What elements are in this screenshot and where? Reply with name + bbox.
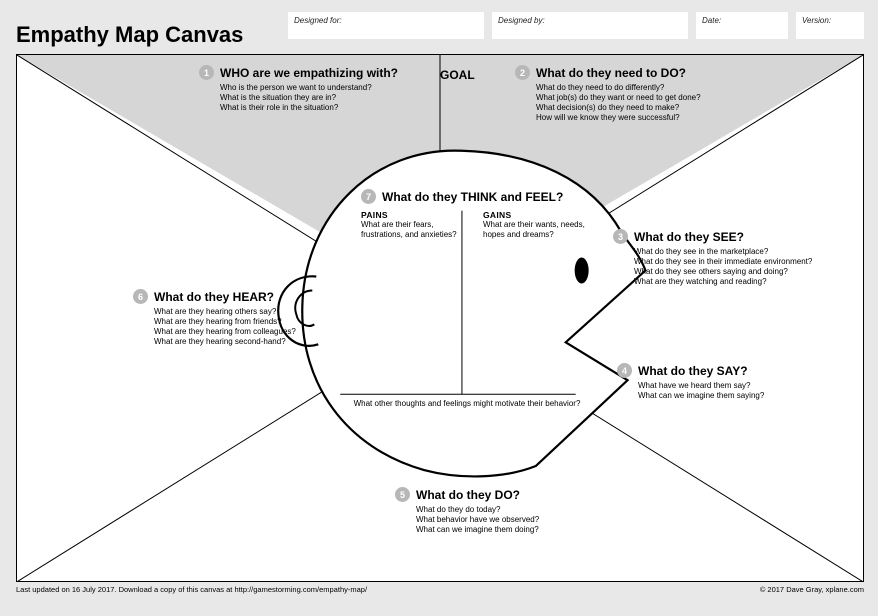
- section-3-see: 3 What do they SEE? What do they see in …: [613, 229, 812, 287]
- pains-label: PAINS: [361, 210, 465, 220]
- gains-col: GAINS What are their wants, needs, hopes…: [483, 210, 587, 240]
- pains-col: PAINS What are their fears, frustrations…: [361, 210, 465, 240]
- page: Empathy Map Canvas Designed for: Designe…: [0, 0, 878, 616]
- gains-label: GAINS: [483, 210, 587, 220]
- footer-right: © 2017 Dave Gray, xplane.com: [760, 585, 864, 594]
- prompts-1: Who is the person we want to understand?…: [220, 83, 398, 113]
- meta-version[interactable]: Version:: [796, 12, 864, 39]
- section-1-who: 1 WHO are we empathizing with? Who is th…: [199, 65, 398, 113]
- canvas-frame: GOAL 1 WHO are we empathizing with? Who …: [16, 54, 864, 582]
- badge-6: 6: [133, 289, 148, 304]
- gains-text: What are their wants, needs, hopes and d…: [483, 220, 587, 240]
- prompts-2: What do they need to do differently? Wha…: [536, 83, 701, 123]
- page-title: Empathy Map Canvas: [16, 22, 243, 48]
- section-6-hear: 6 What do they HEAR? What are they heari…: [133, 289, 296, 347]
- heading-5: What do they DO?: [416, 488, 520, 502]
- prompts-4: What have we heard them say? What can we…: [638, 381, 764, 401]
- section-7-think-feel: 7 What do they THINK and FEEL? PAINS Wha…: [361, 189, 587, 240]
- badge-3: 3: [613, 229, 628, 244]
- heading-4: What do they SAY?: [638, 364, 748, 378]
- heading-7: What do they THINK and FEEL?: [382, 190, 563, 204]
- footer-left: Last updated on 16 July 2017. Download a…: [16, 585, 367, 594]
- heading-1: WHO are we empathizing with?: [220, 66, 398, 80]
- badge-4: 4: [617, 363, 632, 378]
- meta-designed-by[interactable]: Designed by:: [492, 12, 688, 39]
- badge-7: 7: [361, 189, 376, 204]
- meta-date[interactable]: Date:: [696, 12, 788, 39]
- heading-3: What do they SEE?: [634, 230, 744, 244]
- section-5-do-bottom: 5 What do they DO? What do they do today…: [395, 487, 539, 535]
- meta-designed-for[interactable]: Designed for:: [288, 12, 484, 39]
- heading-6: What do they HEAR?: [154, 290, 274, 304]
- prompts-6: What are they hearing others say? What a…: [154, 307, 296, 347]
- meta-row: Designed for: Designed by: Date: Version…: [288, 12, 864, 39]
- prompts-5: What do they do today? What behavior hav…: [416, 505, 539, 535]
- section-4-say: 4 What do they SAY? What have we heard t…: [617, 363, 764, 401]
- badge-1: 1: [199, 65, 214, 80]
- goal-label: GOAL: [440, 68, 475, 82]
- heading-2: What do they need to DO?: [536, 66, 686, 80]
- pains-text: What are their fears, frustrations, and …: [361, 220, 465, 240]
- badge-2: 2: [515, 65, 530, 80]
- section-2-do: 2 What do they need to DO? What do they …: [515, 65, 701, 123]
- prompts-3: What do they see in the marketplace? Wha…: [634, 247, 812, 287]
- section-7-footer-question: What other thoughts and feelings might m…: [337, 399, 597, 408]
- badge-5: 5: [395, 487, 410, 502]
- pains-gains-row: PAINS What are their fears, frustrations…: [361, 210, 587, 240]
